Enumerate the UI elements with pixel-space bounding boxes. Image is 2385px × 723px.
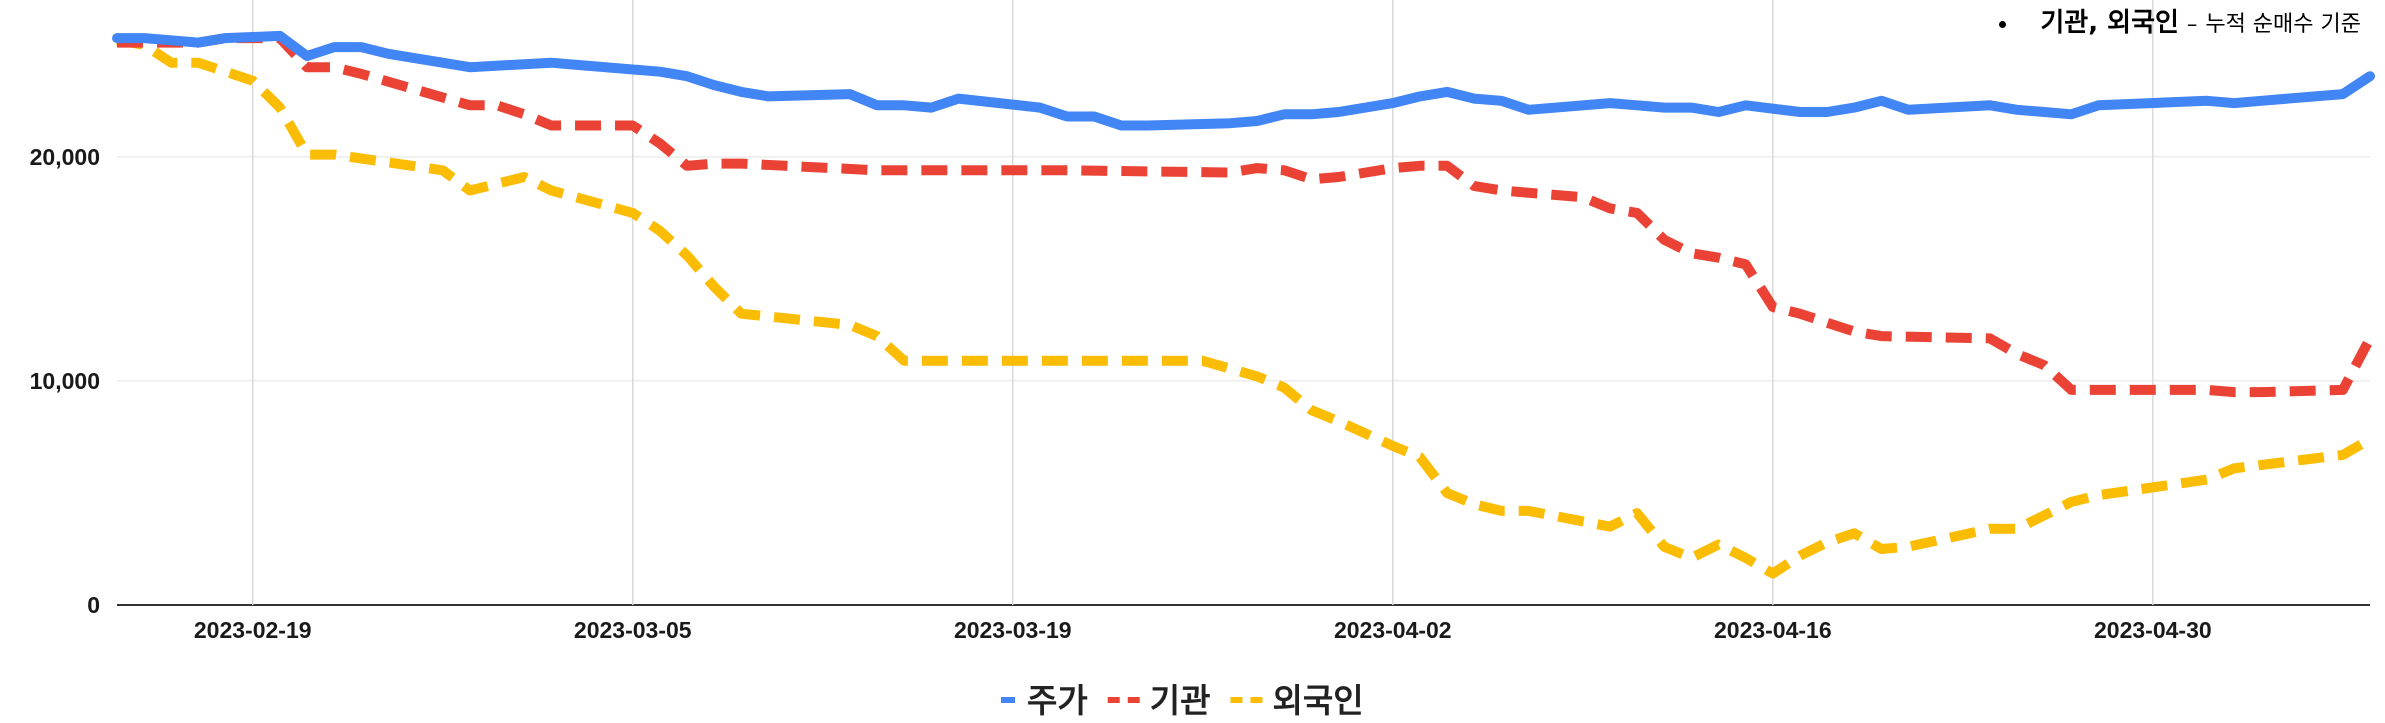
x-tick-label: 2023-03-19: [954, 617, 1072, 643]
legend-label: 외국인: [1272, 681, 1363, 720]
series-line-1: [112, 30, 2375, 131]
y-axis-tick-labels: 0 10,000 20,000: [30, 144, 100, 618]
note-subject: 기관, 외국인: [2040, 8, 2179, 38]
bullet-icon: [1999, 20, 2007, 28]
legend-label: 주가: [1027, 681, 1088, 720]
legend: 주가 기관 외국인: [1001, 681, 1364, 720]
x-tick-label: 2023-04-30: [2094, 617, 2212, 643]
x-tick-label: 2023-04-02: [1334, 617, 1452, 643]
x-axis-tick-labels: 2023-02-19 2023-03-05 2023-03-19 2023-04-02…: [194, 617, 2212, 643]
x-tick-label: 2023-02-19: [194, 617, 312, 643]
y-tick-label: 20,000: [30, 144, 100, 170]
x-tick-label: 2023-04-16: [1714, 617, 1832, 643]
note-dash: –: [2186, 12, 2198, 36]
legend-label: 기관: [1150, 681, 1211, 720]
y-tick-label: 10,000: [30, 368, 100, 394]
y-tick-label: 0: [87, 592, 100, 618]
series-line-2: [117, 33, 2375, 398]
grid-lines: [117, 0, 2370, 606]
series-lines: [112, 30, 2375, 579]
chart-note: 기관, 외국인 – 누적 순매수 기준: [1999, 2, 2361, 39]
note-basis: 누적 순매수 기준: [2205, 12, 2361, 37]
x-tick-label: 2023-03-05: [574, 617, 692, 643]
series-line-3: [116, 35, 2373, 579]
